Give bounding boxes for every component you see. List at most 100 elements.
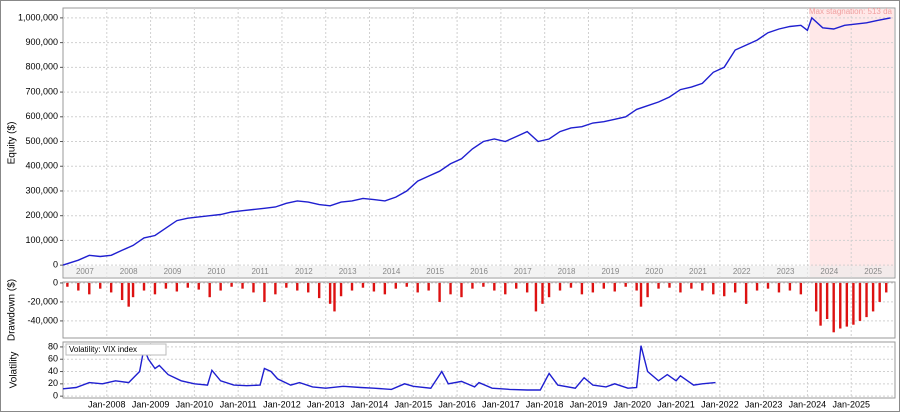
bar [449, 282, 452, 295]
bar [127, 282, 130, 307]
year-label: 2007 [76, 267, 94, 276]
bar [679, 282, 682, 293]
bar [580, 282, 584, 295]
plot-area [62, 341, 896, 399]
year-label: 2021 [689, 267, 707, 276]
y-tick-label: 20 [48, 378, 58, 388]
bar [885, 282, 888, 293]
bar [733, 282, 737, 293]
series-line [62, 345, 716, 391]
x-tick-label: Jan-2018 [526, 399, 564, 409]
bar [296, 282, 299, 291]
bar [839, 282, 842, 329]
x-tick-label: Jan-2022 [701, 399, 739, 409]
y-tick-label: 900,000 [25, 37, 58, 47]
bar [788, 282, 792, 291]
bar [515, 282, 518, 289]
bar [285, 282, 288, 288]
year-label: 2010 [207, 267, 225, 276]
bar [799, 282, 803, 295]
bar [858, 282, 862, 321]
bar [339, 282, 343, 297]
bar [328, 282, 332, 304]
x-tick-label: Jan-2012 [263, 399, 301, 409]
y-tick-label: 700,000 [25, 86, 58, 96]
legend-label: Volatility: VIX index [69, 345, 137, 354]
bar [777, 282, 781, 293]
annotation: Max stagnation: 513 da [809, 7, 893, 16]
bar [471, 282, 474, 289]
y-tick-label: 300,000 [25, 185, 58, 195]
bar [77, 282, 80, 291]
x-tick-label: Jan-2010 [176, 399, 214, 409]
bar [197, 282, 200, 290]
bar [657, 282, 660, 289]
y-tick-label: 200,000 [25, 210, 58, 220]
bar [569, 282, 573, 288]
year-label: 2020 [645, 267, 663, 276]
bar [558, 282, 562, 291]
bar [865, 282, 868, 318]
bar [668, 282, 671, 288]
x-tick-label: Jan-2011 [220, 399, 257, 409]
y-tick-label: 500,000 [25, 136, 58, 146]
year-label: 2017 [514, 267, 532, 276]
bar [878, 282, 881, 302]
year-label: 2008 [120, 267, 138, 276]
bar [164, 282, 168, 289]
bar [153, 282, 157, 295]
bar [263, 282, 266, 302]
bar [361, 282, 365, 288]
year-label: 2024 [820, 267, 838, 276]
bar [307, 282, 310, 293]
bar [646, 282, 649, 298]
bar [241, 282, 244, 289]
bar [252, 282, 255, 293]
bar [819, 282, 822, 326]
bar [766, 282, 770, 289]
bar [416, 282, 419, 293]
year-label: 2016 [470, 267, 488, 276]
bar [88, 282, 91, 295]
year-label: 2019 [601, 267, 619, 276]
bar [333, 282, 336, 312]
bar [460, 282, 463, 298]
bar [230, 282, 233, 287]
year-strip [64, 266, 894, 277]
bar [825, 282, 829, 320]
bar [845, 282, 849, 327]
bar [274, 282, 277, 295]
y-tick-label: 80 [48, 341, 58, 351]
year-label: 2023 [777, 267, 795, 276]
bar [639, 282, 643, 307]
y-axis-label: Drawdown ($) [7, 279, 18, 341]
y-tick-label: 40 [48, 366, 58, 376]
bar [317, 282, 321, 299]
y-tick-label: 60 [48, 354, 58, 364]
bar [541, 282, 544, 304]
x-tick-label: Jan-2024 [789, 399, 827, 409]
y-tick-label: 100,000 [25, 235, 58, 245]
year-label: 2025 [864, 267, 882, 276]
bar [547, 282, 551, 298]
bar [690, 282, 693, 289]
y-axis-label: Volatility [9, 352, 20, 389]
year-label: 2018 [558, 267, 576, 276]
y-axis-label: Equity ($) [7, 122, 18, 165]
year-label: 2014 [383, 267, 401, 276]
year-label: 2015 [426, 267, 444, 276]
bar [372, 282, 376, 292]
y-tick-label: 0 [53, 391, 58, 401]
x-tick-label: Jan-2023 [745, 399, 783, 409]
bar [175, 282, 179, 292]
x-tick-label: Jan-2009 [132, 399, 170, 409]
bar [482, 282, 485, 287]
bar [142, 282, 146, 291]
y-tick-label: 0 [53, 277, 58, 287]
stagnation-shade [809, 9, 894, 277]
y-tick-label: 1,000,000 [18, 12, 58, 22]
x-tick-label: Jan-2021 [657, 399, 695, 409]
x-tick-label: Jan-2015 [395, 399, 433, 409]
year-label: 2013 [339, 267, 357, 276]
